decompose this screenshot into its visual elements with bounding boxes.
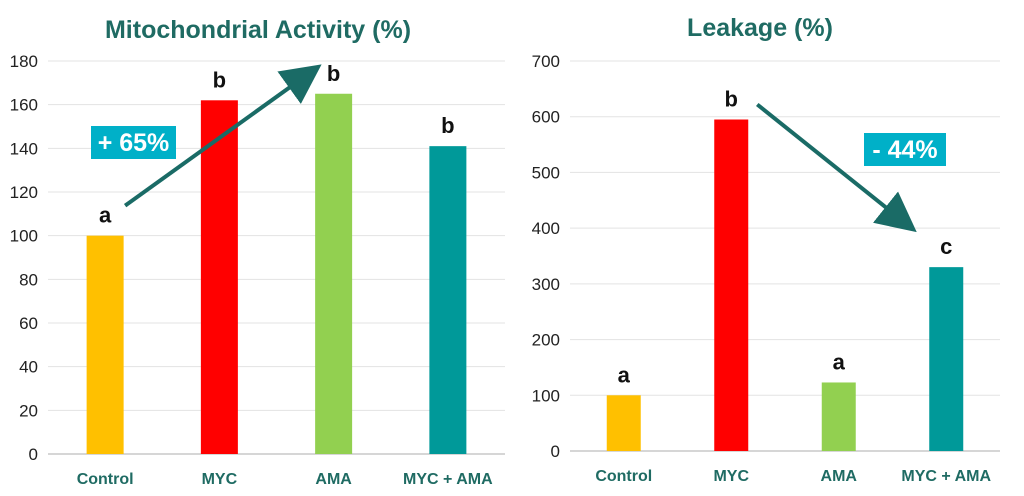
leakage-chart-title: Leakage (%) — [687, 14, 833, 42]
activity-bar-ama — [315, 93, 353, 454]
mitochondrial-activity-chart: Mitochondrial Activity (%) 0 20 40 60 80 100 12… — [10, 16, 505, 488]
activity-significance-letter: b — [327, 61, 340, 86]
activity-category-label: MYC + AMA — [403, 471, 493, 488]
leakage-bar-ama — [821, 382, 856, 451]
activity-y-tick-label: 140 — [10, 139, 38, 158]
leakage-bar-control — [606, 395, 641, 451]
leakage-y-tick-label: 0 — [551, 442, 560, 461]
activity-significance-letter: b — [441, 113, 454, 138]
leakage-y-tick-label: 600 — [532, 108, 560, 127]
activity-change-badge — [91, 126, 176, 159]
leakage-significance-letter: a — [833, 349, 846, 374]
activity-significance-letter: a — [99, 203, 112, 228]
leakage-y-tick-label: 200 — [532, 331, 560, 350]
leakage-y-tick-label: 300 — [532, 275, 560, 294]
activity-category-label: AMA — [315, 471, 352, 488]
activity-y-tick-label: 160 — [10, 96, 38, 115]
leakage-trend-arrow — [756, 102, 917, 233]
activity-y-tick-label: 20 — [19, 401, 38, 420]
activity-trend-arrow — [123, 64, 322, 208]
activity-significance-letter: b — [213, 67, 226, 92]
leakage-y-tick-label: 700 — [532, 52, 560, 71]
activity-y-tick-label: 40 — [19, 358, 38, 377]
leakage-y-tick-label: 100 — [532, 386, 560, 405]
leakage-category-label: AMA — [821, 468, 858, 485]
activity-chart-title: Mitochondrial Activity (%) — [105, 16, 411, 44]
leakage-significance-letter: b — [725, 87, 738, 112]
activity-category-label: MYC — [202, 471, 238, 488]
activity-y-tick-label: 100 — [10, 227, 38, 246]
activity-y-tick-label: 120 — [10, 183, 38, 202]
activity-y-tick-label: 0 — [29, 445, 38, 464]
leakage-y-tick-label: 500 — [532, 163, 560, 182]
activity-change-badge-text: + 65% — [98, 129, 170, 157]
activity-bar-myc — [200, 100, 238, 455]
leakage-significance-letter: c — [940, 234, 952, 259]
activity-bar-control — [86, 235, 124, 454]
leakage-chart: Leakage (%) 0 100 200 300 400 500 600 700 Control… — [532, 14, 1000, 485]
activity-category-label: Control — [77, 471, 134, 488]
leakage-category-label: MYC + AMA — [901, 468, 991, 485]
leakage-category-label: Control — [595, 468, 652, 485]
leakage-significance-letter: a — [618, 362, 631, 387]
activity-bar-myc-ama — [429, 146, 467, 454]
activity-y-tick-label: 60 — [19, 314, 38, 333]
activity-y-tick-label: 80 — [19, 270, 38, 289]
activity-y-tick-label: 180 — [10, 52, 38, 71]
leakage-bar-myc — [714, 119, 749, 451]
leakage-y-tick-label: 400 — [532, 219, 560, 238]
leakage-bar-myc-ama — [929, 267, 964, 451]
leakage-category-label: MYC — [713, 468, 749, 485]
leakage-change-badge — [864, 133, 946, 166]
leakage-change-badge-text: - 44% — [872, 136, 937, 164]
